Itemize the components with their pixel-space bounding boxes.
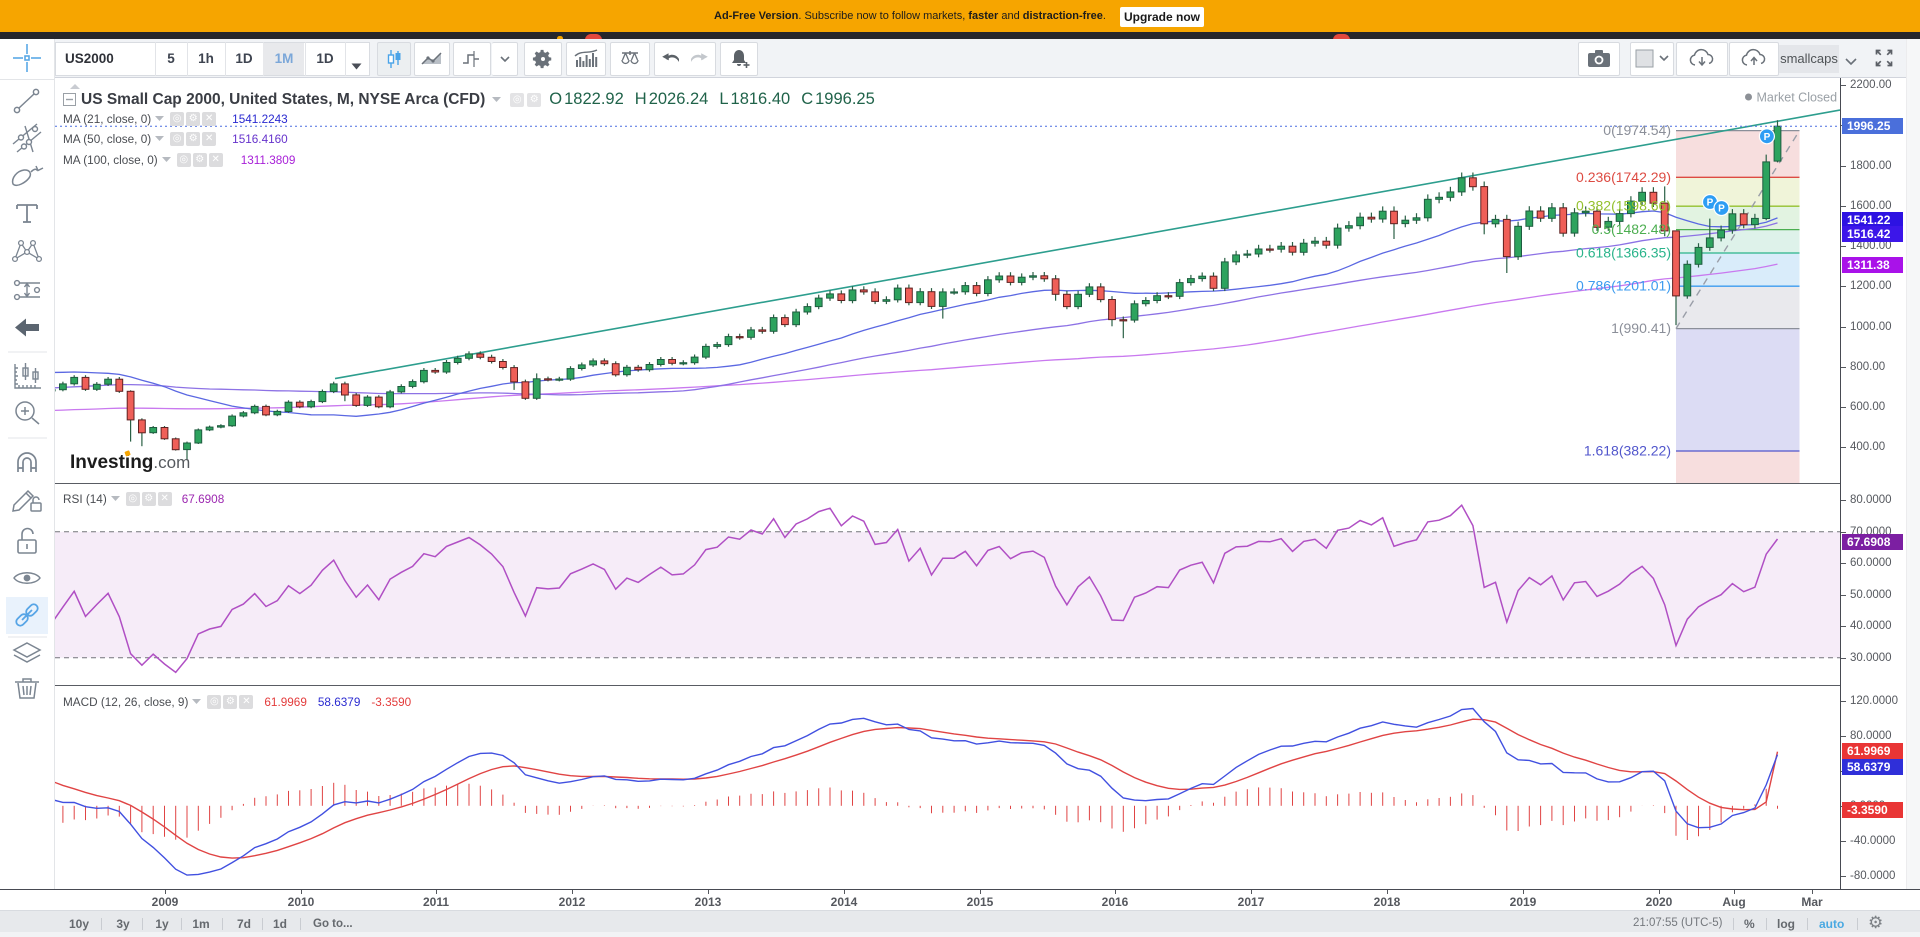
svg-text:Market Closed: Market Closed — [1757, 91, 1838, 105]
svg-text:0.786(1201.01): 0.786(1201.01) — [1576, 278, 1671, 294]
svg-text:0.382(1598.66): 0.382(1598.66) — [1576, 198, 1671, 214]
svg-text:1.618(382.22): 1.618(382.22) — [1584, 443, 1671, 459]
svg-text:0.618(1366.35): 0.618(1366.35) — [1576, 245, 1671, 261]
svg-text:0.236(1742.29): 0.236(1742.29) — [1576, 169, 1671, 185]
svg-text:P: P — [1707, 198, 1714, 209]
svg-text:0(1974.54): 0(1974.54) — [1603, 122, 1671, 138]
svg-text:1(990.41): 1(990.41) — [1611, 320, 1671, 336]
svg-text:P: P — [1718, 204, 1725, 215]
svg-text:0.5(1482.48): 0.5(1482.48) — [1592, 221, 1671, 237]
svg-text:P: P — [1764, 132, 1771, 143]
